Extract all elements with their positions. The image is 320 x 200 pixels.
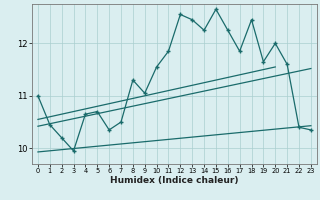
X-axis label: Humidex (Indice chaleur): Humidex (Indice chaleur) — [110, 176, 239, 185]
